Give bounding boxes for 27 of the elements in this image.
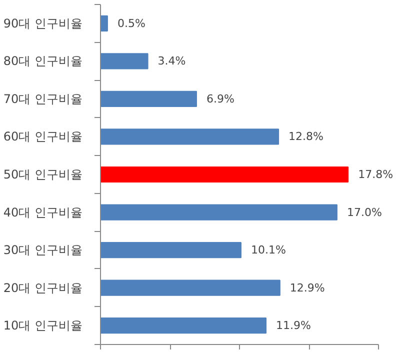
bar (100, 280, 280, 296)
y-tick-label: 20대 인구비율 (3, 280, 83, 295)
bar (100, 53, 148, 70)
bar (100, 128, 280, 145)
data-label: 17.8% (358, 168, 394, 181)
y-tick-label: 40대 인구비율 (3, 205, 83, 220)
bar (100, 242, 242, 258)
y-tick-label: 70대 인구비율 (3, 92, 83, 106)
y-tick-label: 30대 인구비율 (3, 243, 83, 258)
data-label: 0.5% (117, 16, 146, 30)
data-label: 11.9% (276, 319, 311, 332)
bar (100, 204, 338, 220)
y-tick-label: 90대 인구비율 (3, 16, 83, 30)
y-tick-label: 50대 인구비율 (3, 168, 83, 182)
data-label: 17.0% (346, 206, 382, 219)
data-label: 12.9% (290, 281, 325, 294)
bar (100, 166, 349, 183)
data-label: 12.8% (288, 130, 324, 144)
y-tick-label: 60대 인구비율 (3, 130, 83, 144)
bar (100, 90, 197, 107)
y-tick-label: 10대 인구비율 (3, 318, 83, 333)
bar (100, 318, 267, 334)
data-label: 3.4% (158, 54, 186, 68)
data-label: 6.9% (206, 92, 234, 106)
bar (100, 15, 108, 32)
y-tick-label: 80대 인구비율 (3, 54, 83, 68)
data-label: 10.1% (250, 244, 286, 257)
